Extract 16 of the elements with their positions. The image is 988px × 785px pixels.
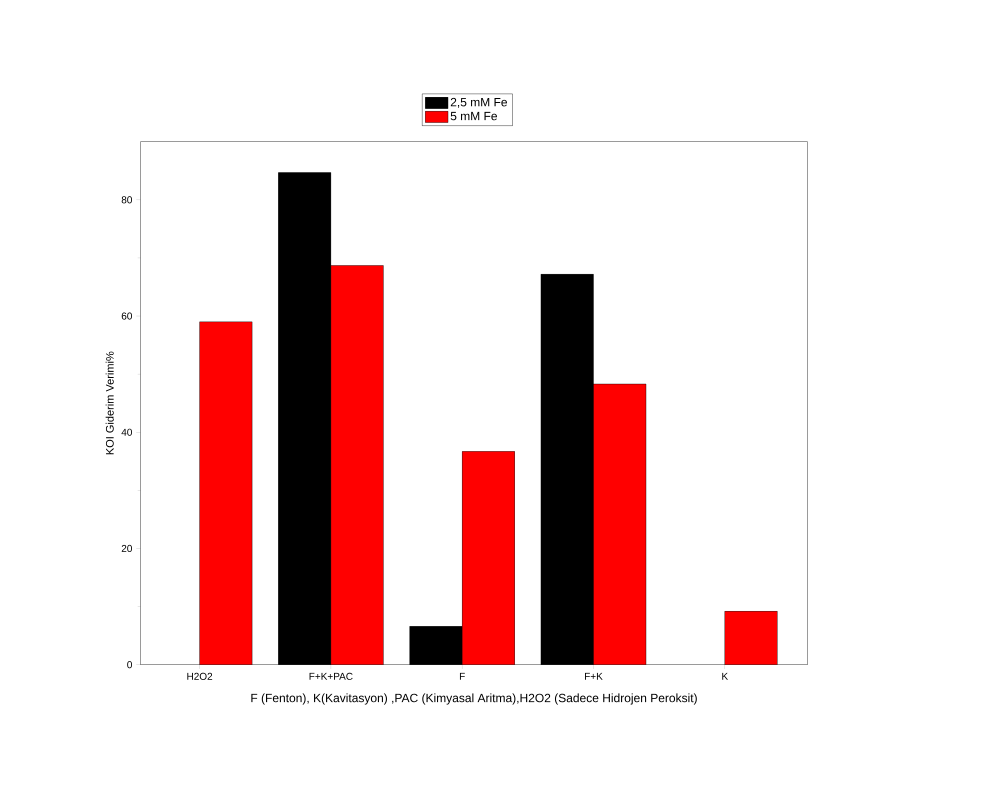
y-tick-label: 0 — [127, 661, 132, 668]
y-tick-label: 60 — [122, 312, 132, 320]
x-tick-label: F+K — [585, 672, 603, 680]
x-tick-label: H2O2 — [187, 672, 212, 680]
bar — [199, 322, 252, 665]
x-axis-title: F (Fenton), K(Kavitasyon) ,PAC (Kimyasal Aritma),H2O2 (Sadece Hidrojen Peroksit) — [251, 693, 697, 705]
y-tick-label: 40 — [121, 428, 132, 436]
x-tick-label: K — [722, 672, 728, 680]
legend-label: 2,5 mM Fe — [450, 98, 508, 108]
legend-label: 5 mM Fe — [450, 112, 497, 120]
bar — [724, 611, 778, 665]
x-tick-label: F — [460, 672, 465, 680]
y-tick-label: 80 — [122, 196, 132, 204]
x-tick-label: F+K+PAC — [310, 672, 353, 680]
y-tick-label: 20 — [122, 544, 132, 552]
y-axis-title: KOI Giderim Verimi% — [106, 352, 114, 454]
